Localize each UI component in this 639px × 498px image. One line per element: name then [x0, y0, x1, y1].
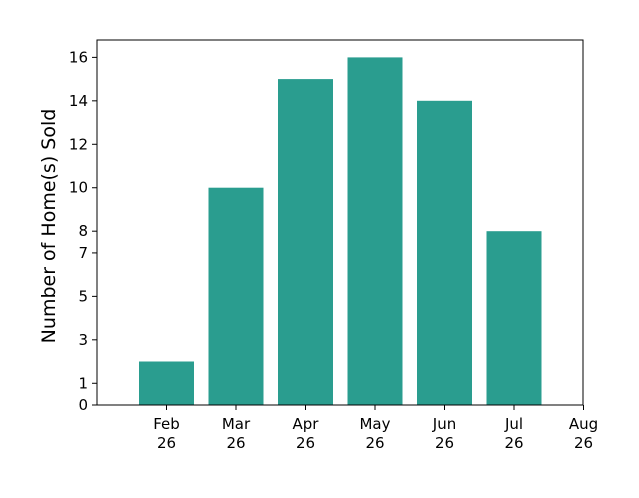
y-tick-label-7: 12	[69, 135, 88, 153]
x-tick-label-6: Aug 26	[569, 415, 598, 452]
x-tick-label-5: Jul 26	[504, 415, 524, 452]
plot-frame	[96, 39, 584, 406]
x-tick-label-0: Feb 26	[153, 415, 180, 452]
y-tick-label-5: 8	[78, 222, 88, 240]
axes-layer	[96, 39, 584, 406]
y-tick-label-0: 0	[78, 396, 88, 414]
y-tick-label-9: 16	[69, 48, 88, 66]
x-tick-label-1: Mar 26	[222, 415, 251, 452]
x-tick-label-4: Jun 26	[432, 415, 456, 452]
x-tick-label-3: May 26	[359, 415, 390, 452]
y-axis-label: Number of Home(s) Sold	[38, 109, 60, 344]
y-tick-label-8: 14	[69, 92, 88, 110]
y-tick-label-2: 3	[78, 331, 88, 349]
bars-layer	[139, 57, 542, 406]
bar-0	[139, 361, 194, 405]
y-tick-label-1: 1	[78, 374, 88, 392]
y-tick-label-3: 5	[78, 287, 88, 305]
y-tick-label-6: 10	[69, 179, 88, 197]
bar-1	[208, 187, 264, 405]
bar-5	[486, 231, 542, 405]
bar-3	[347, 57, 403, 406]
ticks-layer: 0 1 3 5 7 8 10 12 14 16 Feb 26 Mar 26 Apr 26 May 26 Jun 26 J…	[69, 48, 598, 452]
bar-2	[278, 79, 333, 405]
y-tick-label-4: 7	[78, 244, 88, 262]
x-tick-label-2: Apr 26	[293, 415, 320, 452]
bar-4	[417, 100, 472, 406]
